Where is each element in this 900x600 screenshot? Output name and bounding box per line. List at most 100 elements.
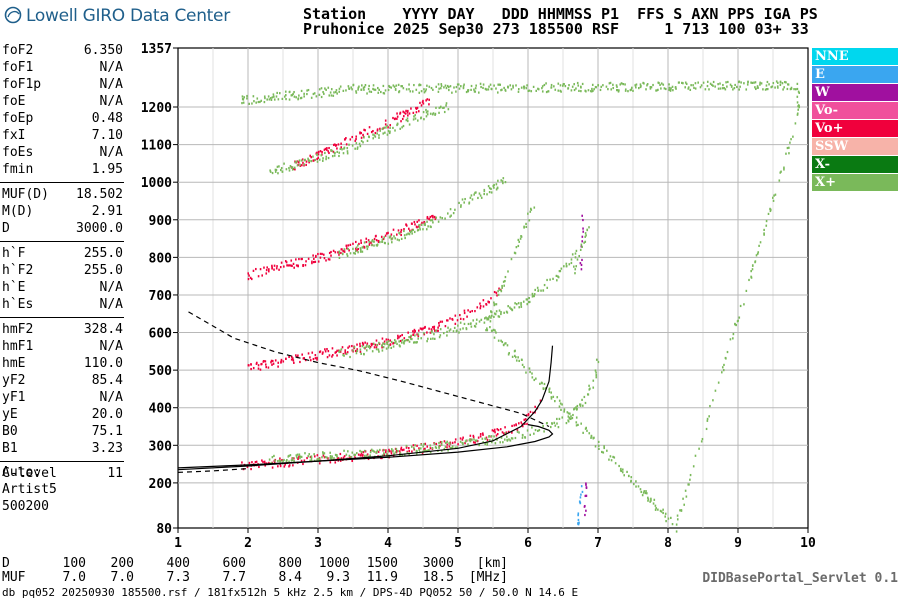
param-row: foF1p N/A [0,76,124,93]
echo-point [485,316,487,319]
echo-point [487,318,490,321]
echo-point [362,86,365,90]
echo-point [554,424,557,427]
echo-point [433,333,435,336]
echo-point [408,88,410,91]
echo-point [340,248,343,251]
echo-point [271,359,274,363]
echo-point [353,346,356,349]
echo-point [346,351,349,354]
echo-point [574,268,577,271]
param-label: h`F [2,246,26,261]
echo-point [264,462,266,465]
muf-cell: 7.7 [222,570,246,585]
echo-point [400,446,403,449]
echo-point [520,301,522,305]
echo-point [276,265,278,268]
legend-entry: W [812,84,898,101]
echo-point [390,450,392,453]
echo-point [268,458,271,461]
echo-point [526,298,529,301]
echo-point [439,320,442,323]
echo-point [280,358,283,362]
echo-point [462,85,465,88]
echo-point [496,294,498,297]
echo-point [509,84,512,87]
echo-point [297,457,299,460]
echo-point [312,155,314,158]
param-row: hmF2 328.4 [0,321,124,338]
echo-point [697,81,699,84]
echo-point [581,240,584,243]
echo-point [694,82,697,85]
echo-point [333,457,335,460]
echo-point [446,319,449,322]
echo-point [259,368,262,371]
echo-point [531,295,534,298]
echo-point [784,80,786,84]
echo-point [435,106,437,109]
echo-point [260,99,263,102]
param-label: MUF(D) [2,187,49,202]
echo-point [452,330,455,333]
echo-point [514,252,517,255]
echo-point [321,352,324,355]
echo-point [683,503,686,506]
echo-point [754,86,756,89]
param-row: M(D) 2.91 [0,203,124,220]
echo-point [537,88,540,91]
echo-point [575,421,578,424]
echo-point [325,148,328,151]
echo-point [770,86,773,89]
echo-point [584,401,587,405]
echo-point [763,228,765,232]
param-label: foF1p [2,77,42,92]
echo-point [377,91,380,94]
echo-point [449,446,452,450]
echo-point [326,147,328,150]
echo-point [497,290,499,293]
echo-point [338,154,340,158]
echo-point [588,384,590,387]
echo-point [424,447,426,450]
echo-point [297,98,299,101]
echo-point [503,86,505,90]
echo-point [318,462,321,465]
echo-point [318,158,321,161]
echo-point [360,139,363,143]
echo-point [440,449,443,452]
echo-point [308,453,311,456]
echo-point [365,237,368,240]
echo-point [369,454,371,457]
echo-point [307,257,310,260]
echo-point [426,445,429,448]
echo-point [772,81,775,85]
echo-point [424,449,427,452]
echo-point [314,357,317,360]
echo-point [327,350,330,353]
echo-point [566,411,569,414]
echo-point [610,459,613,462]
echo-point [485,88,488,91]
echo-point [646,84,648,87]
echo-point [383,453,385,456]
echo-point [310,455,313,458]
echo-point [518,306,521,309]
echo-point [280,261,283,264]
echo-point [517,244,520,248]
x-tick-label: 6 [524,536,532,551]
echo-point [584,494,587,498]
echo-point [289,164,292,168]
echo-point [481,437,484,440]
echo-point [481,432,484,435]
echo-point [580,90,582,93]
distance-cell: [km] [476,556,508,571]
echo-point [521,434,524,437]
echo-point [338,252,341,255]
echo-point [422,102,425,105]
echo-point [531,376,534,379]
echo-point [411,450,413,453]
echo-point [473,193,475,196]
muf-cell: 11.9 [366,570,398,585]
echo-point [390,452,393,455]
